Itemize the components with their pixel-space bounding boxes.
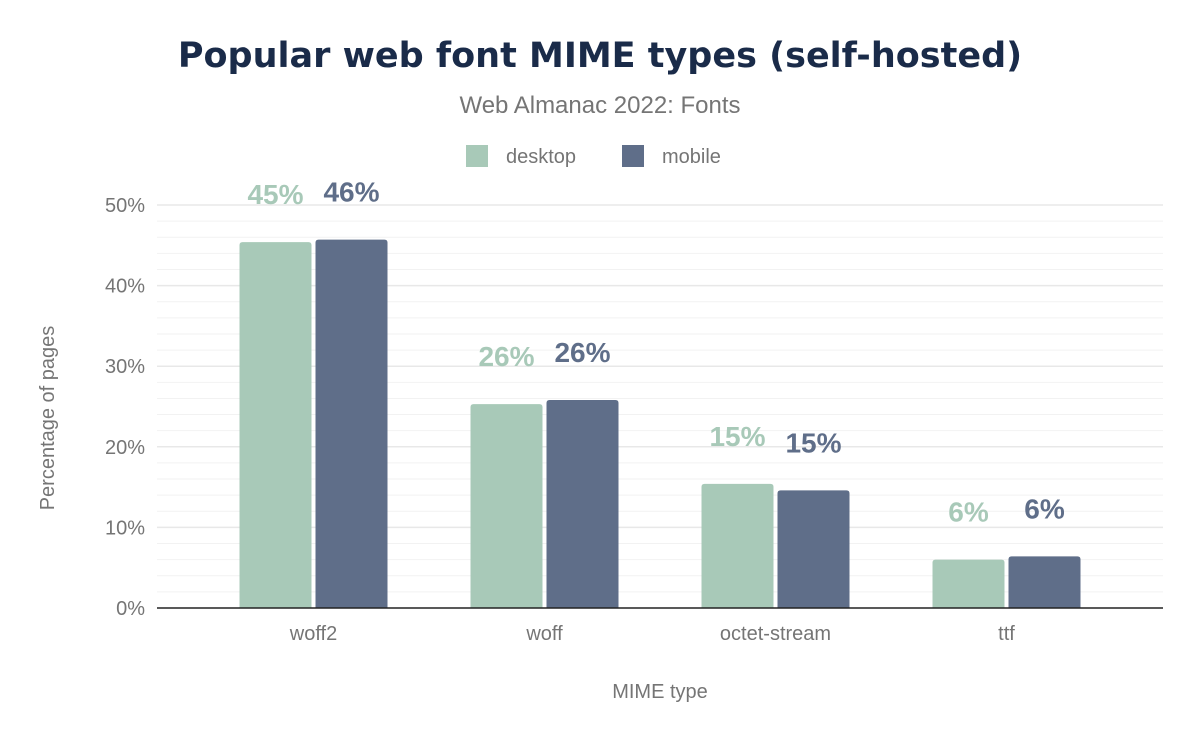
x-axis-label: MIME type xyxy=(612,681,708,703)
bar-mobile-woff2 xyxy=(315,239,388,608)
data-label-desktop-woff2: 45% xyxy=(247,179,303,210)
y-tick-label: 30% xyxy=(105,356,145,378)
y-tick-label: 40% xyxy=(105,276,145,298)
bar-desktop-ttf xyxy=(932,559,1005,608)
data-label-mobile-woff: 26% xyxy=(554,337,610,368)
chart-title: Popular web font MIME types (self-hosted… xyxy=(178,36,1022,76)
legend: desktop mobile xyxy=(466,145,721,168)
legend-label-desktop: desktop xyxy=(506,146,576,168)
bar-desktop-woff2 xyxy=(239,242,312,609)
y-tick-label: 50% xyxy=(105,195,145,217)
legend-swatch-mobile xyxy=(622,145,644,167)
x-tick-label: ttf xyxy=(998,623,1015,645)
bar-mobile-ttf xyxy=(1008,556,1081,608)
x-ticks: woff2 woff octet-stream ttf xyxy=(289,623,1016,645)
data-label-desktop-woff: 26% xyxy=(478,341,534,372)
legend-label-mobile: mobile xyxy=(662,146,721,168)
x-tick-label: woff xyxy=(525,623,563,645)
x-tick-label: octet-stream xyxy=(720,623,831,645)
bars: 45% 46% 26% 26% 15% 15% 6% 6% xyxy=(239,177,1081,609)
bar-mobile-woff xyxy=(546,400,619,608)
bar-mobile-octet-stream xyxy=(777,490,850,608)
data-label-desktop-ttf: 6% xyxy=(948,497,989,528)
data-label-desktop-octet-stream: 15% xyxy=(709,421,765,452)
data-label-mobile-ttf: 6% xyxy=(1024,493,1065,524)
y-tick-label: 10% xyxy=(105,517,145,539)
bar-desktop-octet-stream xyxy=(701,483,774,608)
bar-desktop-woff xyxy=(470,404,543,608)
y-axis-label: Percentage of pages xyxy=(37,326,59,511)
y-tick-label: 0% xyxy=(116,598,145,620)
data-label-mobile-woff2: 46% xyxy=(323,177,379,208)
legend-swatch-desktop xyxy=(466,145,488,167)
data-label-mobile-octet-stream: 15% xyxy=(785,427,841,458)
x-tick-label: woff2 xyxy=(289,623,337,645)
chart-subtitle: Web Almanac 2022: Fonts xyxy=(459,92,740,119)
y-tick-label: 20% xyxy=(105,437,145,459)
